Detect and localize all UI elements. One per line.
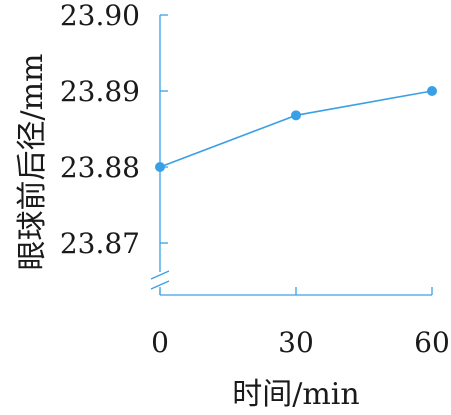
y-axis-label: 眼球前后径/mm bbox=[15, 53, 50, 270]
x-tick-label: 30 bbox=[278, 326, 314, 359]
y-tick-label: 23.87 bbox=[60, 227, 140, 260]
data-point bbox=[427, 86, 437, 96]
y-axis-break-mark bbox=[150, 270, 170, 280]
y-axis-break-mark bbox=[150, 280, 170, 290]
x-tick-label: 60 bbox=[414, 326, 450, 359]
x-axis-label: 时间/min bbox=[232, 377, 359, 412]
y-tick-label: 23.90 bbox=[60, 0, 140, 32]
series bbox=[155, 86, 437, 172]
series-line bbox=[159, 90, 433, 168]
y-tick-label: 23.89 bbox=[60, 75, 140, 108]
y-tick-label: 23.88 bbox=[60, 151, 140, 184]
axes bbox=[150, 14, 433, 296]
labels: 23.87 23.88 23.89 23.90 0 30 60 时间/min 眼球前后径/mm bbox=[15, 0, 450, 412]
data-point bbox=[155, 162, 165, 172]
x-tick-label: 0 bbox=[151, 326, 169, 359]
data-point bbox=[291, 110, 301, 121]
